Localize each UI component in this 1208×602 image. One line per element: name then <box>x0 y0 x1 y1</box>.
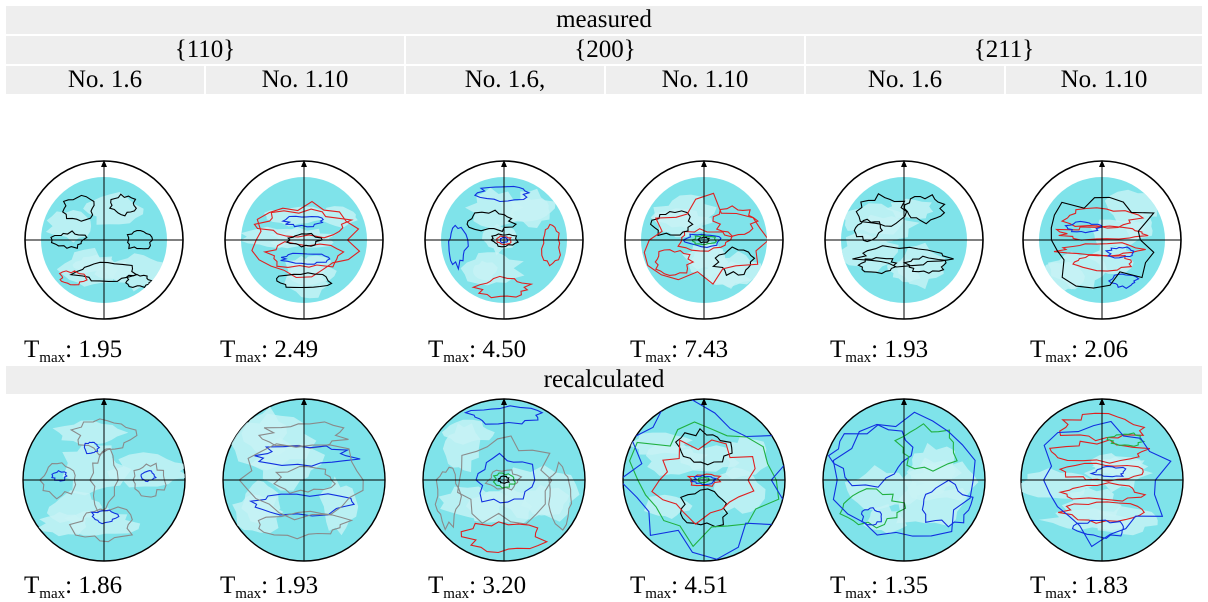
sample-header: No. 1.6 <box>6 66 204 94</box>
sample-header: No. 1.10 <box>1006 66 1202 94</box>
measured-pole-figure <box>824 160 984 320</box>
sample-label: No. 1.10 <box>261 66 349 93</box>
measured-pole-figure <box>624 160 784 320</box>
sample-label: No. 1.10 <box>1060 66 1148 93</box>
recalculated-tmax: Tmax: 1.35 <box>830 572 929 602</box>
measured-pole-figure <box>1022 160 1182 320</box>
sample-label: No. 1.10 <box>661 66 749 93</box>
measured-tmax: Tmax: 1.93 <box>830 336 929 366</box>
measured-pole-figure <box>224 160 384 320</box>
sample-label: No. 1.6 <box>67 66 143 93</box>
measured-tmax: Tmax: 7.43 <box>630 336 729 366</box>
sample-header: No. 1.10 <box>606 66 804 94</box>
measured-label: measured <box>556 6 652 33</box>
recalculated-tmax: Tmax: 1.86 <box>24 572 123 602</box>
plane-header-110: {110} <box>6 36 404 64</box>
plane-label: {211} <box>973 36 1035 63</box>
recalculated-band: recalculated <box>6 366 1202 394</box>
plane-header-200: {200} <box>406 36 804 64</box>
sample-header: No. 1.10 <box>206 66 404 94</box>
recalculated-label: recalculated <box>543 366 665 393</box>
measured-tmax: Tmax: 1.95 <box>24 336 123 366</box>
plane-label: {200} <box>574 36 636 63</box>
measured-pole-figure <box>24 160 184 320</box>
plane-header-211: {211} <box>806 36 1202 64</box>
recalculated-tmax: Tmax: 4.51 <box>630 572 729 602</box>
recalculated-tmax: Tmax: 3.20 <box>428 572 527 602</box>
measured-tmax: Tmax: 2.49 <box>220 336 319 366</box>
recalculated-tmax: Tmax: 1.93 <box>220 572 319 602</box>
recalculated-pole-figure <box>222 398 386 562</box>
recalculated-pole-figure <box>422 398 586 562</box>
measured-band: measured <box>6 6 1202 34</box>
measured-tmax: Tmax: 2.06 <box>1030 336 1129 366</box>
recalculated-pole-figure <box>22 398 186 562</box>
recalculated-pole-figure <box>822 398 986 562</box>
plane-label: {110} <box>174 36 236 63</box>
measured-tmax: Tmax: 4.50 <box>428 336 527 366</box>
sample-header: No. 1.6, <box>406 66 604 94</box>
sample-header: No. 1.6 <box>806 66 1004 94</box>
recalculated-tmax: Tmax: 1.83 <box>1030 572 1129 602</box>
recalculated-pole-figure <box>622 398 786 562</box>
measured-pole-figure <box>424 160 584 320</box>
recalculated-pole-figure <box>1020 398 1184 562</box>
sample-label: No. 1.6 <box>867 66 943 93</box>
sample-label: No. 1.6, <box>464 66 546 93</box>
